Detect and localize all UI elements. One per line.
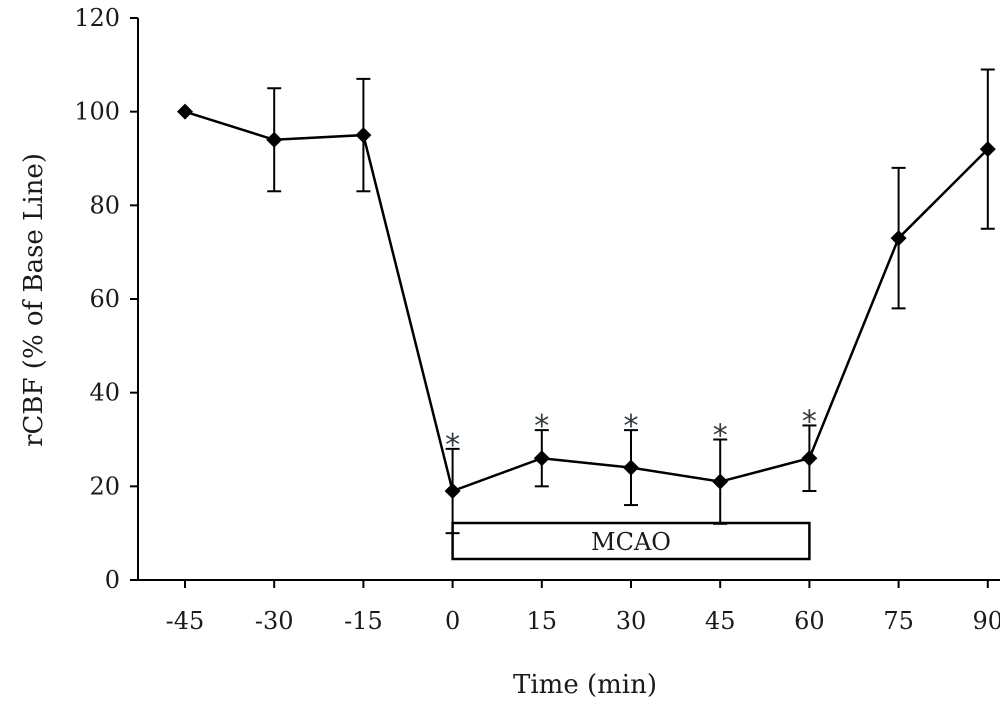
significance-marker: * [802,404,817,439]
y-tick-label: 100 [74,98,120,126]
data-point [355,127,372,144]
mcao-annotation: MCAO [451,521,811,561]
data-point [890,230,907,247]
significance-marker: * [624,409,639,444]
data-point [266,131,283,148]
y-ticks: 0 20 40 60 80 100 120 [74,4,138,594]
x-tick-label: 90 [973,607,1000,635]
significance-marker: * [534,409,549,444]
data-point [533,450,550,467]
data-point [623,459,639,476]
data-point [177,103,193,120]
series-line [184,110,989,493]
x-tick-label: 75 [883,607,914,635]
mcao-label: MCAO [591,528,671,556]
x-axis-title: Time (min) [513,670,657,700]
y-axis-title: rCBF (% of Base Line) [19,153,49,447]
x-tick-label: 15 [527,607,558,635]
x-tick-label: 30 [616,607,647,635]
significance-marker: * [445,428,460,463]
data-point [444,483,461,500]
x-ticks: -45 -30 -15 0 15 30 45 60 75 90 [166,580,1000,635]
mcao-box [451,521,811,561]
significance-marker: * [713,419,728,454]
y-tick-label: 0 [105,566,120,594]
x-tick-label: -15 [344,607,383,635]
axes [137,18,1000,581]
y-tick-label: 20 [89,472,120,500]
data-point [801,450,818,467]
data-point [712,473,729,490]
x-tick-label: -30 [255,607,294,635]
y-tick-label: 40 [89,379,120,407]
data-point [979,141,996,158]
series-group: * * * * * [177,68,996,535]
y-tick-label: 60 [89,285,120,313]
x-tick-label: 45 [705,607,736,635]
x-tick-label: 0 [445,607,460,635]
x-tick-label: -45 [166,607,205,635]
y-tick-label: 120 [74,4,120,32]
y-tick-label: 80 [89,191,120,219]
x-tick-label: 60 [794,607,825,635]
